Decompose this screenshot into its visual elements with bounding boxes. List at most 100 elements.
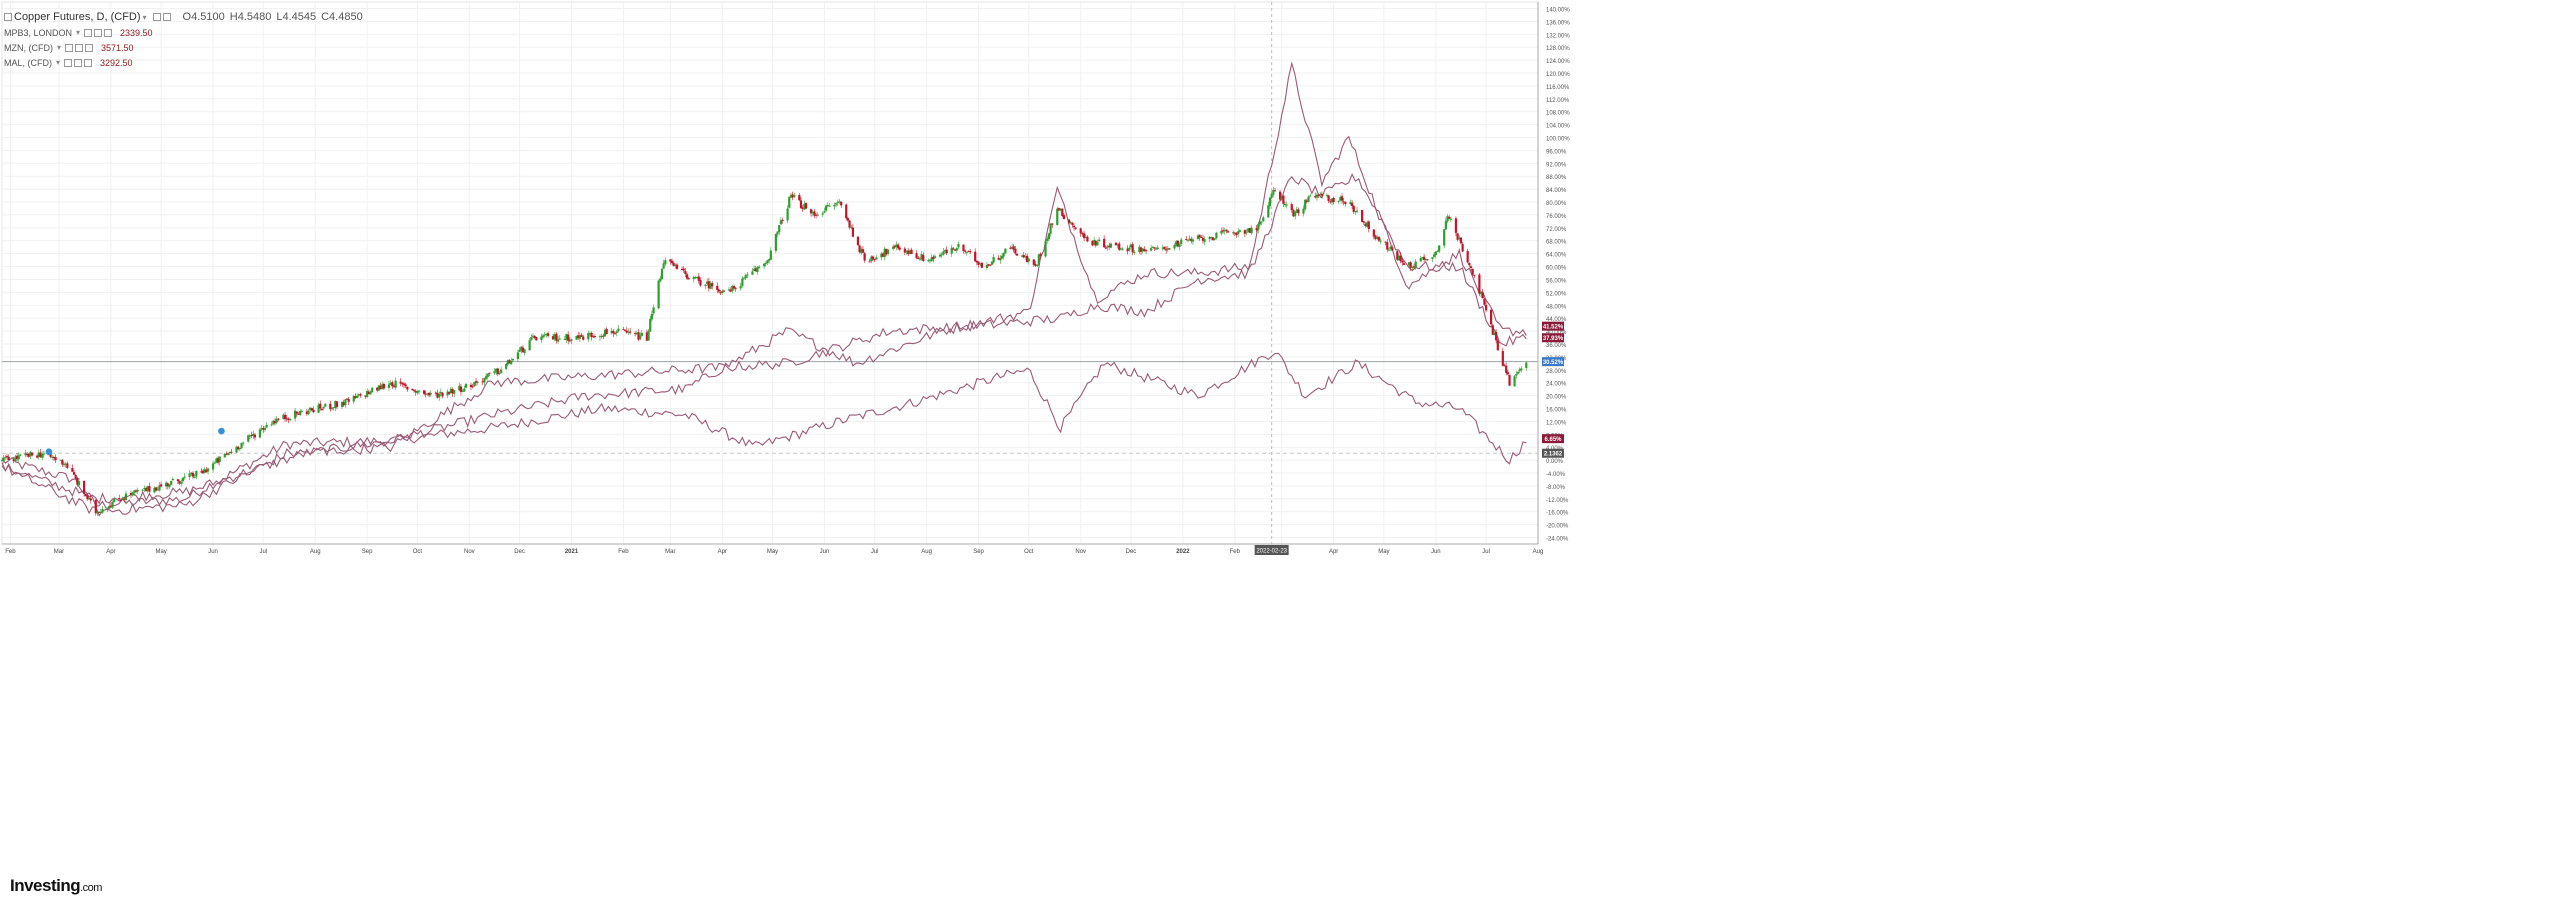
candle-body: [354, 396, 357, 399]
candle-body: [1009, 247, 1012, 249]
candle-body: [305, 411, 308, 415]
candle-body: [228, 452, 231, 454]
y-tick-label: 72.00%: [1546, 227, 1567, 233]
candle-body: [722, 290, 726, 292]
remove-icon[interactable]: [84, 58, 93, 67]
candle-body: [1458, 237, 1461, 240]
candle-body: [324, 403, 327, 407]
axes: 140.00% 136.00% 132.00% 128.00% 124.00% 120.0…: [2, 2, 1570, 555]
candle-body: [734, 287, 737, 289]
chevron-down-icon[interactable]: ▾: [142, 12, 147, 22]
candle-body: [826, 204, 829, 206]
candle-body: [634, 333, 637, 335]
candle-body: [863, 253, 866, 261]
candle-body: [476, 381, 479, 383]
candle-body: [600, 336, 603, 338]
candle-body: [898, 247, 901, 250]
candle-body: [851, 227, 855, 237]
candle-body: [1243, 230, 1246, 234]
candle-body: [134, 490, 138, 492]
hide-icon[interactable]: [74, 58, 83, 67]
candle-body: [1051, 223, 1054, 225]
candle-body: [523, 349, 526, 353]
candle-body: [1098, 239, 1101, 242]
settings-icon[interactable]: [84, 28, 93, 37]
candle-body: [1126, 248, 1129, 252]
candle-body: [481, 381, 484, 383]
settings-icon[interactable]: [65, 43, 74, 52]
chevron-down-icon[interactable]: ▾: [56, 58, 61, 67]
candle-body: [166, 483, 169, 487]
candle-body: [716, 285, 719, 290]
candle-body: [908, 250, 911, 255]
hide-icon[interactable]: [94, 28, 103, 37]
candle-body: [1317, 195, 1320, 197]
legend-compare-row[interactable]: MPB3, LONDON ▾ 2339.50: [4, 25, 363, 40]
candle-body: [1454, 218, 1458, 233]
candle-body: [541, 335, 545, 338]
candle-body: [758, 266, 761, 268]
candle-body: [1056, 208, 1059, 225]
candle-body: [367, 391, 370, 394]
candle-body: [985, 264, 989, 269]
candle-body: [1456, 233, 1459, 240]
candle-body: [1372, 229, 1375, 237]
remove-icon[interactable]: [85, 43, 94, 52]
candle-body: [711, 283, 714, 287]
candle-body: [277, 418, 280, 420]
x-tick-label: Sep: [362, 549, 373, 555]
candle-body: [553, 334, 556, 340]
candle-body: [1479, 293, 1483, 295]
chevron-down-icon[interactable]: ▾: [57, 43, 62, 52]
candle-body: [4, 456, 7, 458]
candle-body: [1376, 237, 1379, 239]
x-tick-label: Mar: [665, 549, 675, 555]
candle-body: [406, 386, 409, 390]
price-badge-label: 6.65%: [1544, 437, 1562, 443]
candle-body: [344, 399, 347, 406]
chevron-down-icon[interactable]: ▾: [76, 28, 81, 37]
candle-body: [1106, 246, 1109, 248]
candle-body: [1272, 190, 1275, 195]
candle-body: [1444, 220, 1447, 230]
candle-body: [617, 328, 620, 332]
y-tick-label: 84.00%: [1546, 188, 1567, 194]
candle-body: [593, 336, 597, 338]
y-tick-label: -20.00%: [1546, 524, 1569, 530]
investing-logo[interactable]: Investing.com: [10, 876, 102, 896]
x-tick-label: Nov: [464, 549, 475, 555]
collapse-icon[interactable]: [4, 13, 12, 21]
candle-body: [1481, 292, 1484, 299]
hide-icon[interactable]: [162, 13, 171, 21]
candle-body: [258, 429, 262, 438]
candle-body: [1024, 256, 1027, 258]
candle-body: [1307, 196, 1310, 202]
remove-icon[interactable]: [104, 28, 113, 37]
settings-icon[interactable]: [64, 58, 73, 67]
candle-body: [801, 207, 804, 209]
candle-body: [1384, 241, 1387, 243]
candle-body: [307, 410, 310, 415]
candle-body: [334, 400, 337, 409]
candle-body: [203, 469, 206, 473]
settings-icon[interactable]: [152, 13, 161, 21]
candle-body: [518, 349, 521, 352]
legend-main-row[interactable]: Copper Futures, D, (CFD) ▾ O4.5100 H4.54…: [4, 9, 363, 25]
candle-body: [453, 390, 456, 394]
candle-body: [51, 456, 54, 458]
candle-body: [950, 247, 953, 254]
candle-body: [357, 394, 360, 396]
candle-body: [1355, 210, 1359, 212]
candle-body: [496, 368, 499, 375]
candle-body: [464, 384, 468, 388]
candle-body: [577, 335, 580, 339]
candle-body: [739, 286, 742, 289]
candle-body: [506, 360, 509, 365]
legend-compare-row[interactable]: MAL, (CFD) ▾ 3292.50: [4, 55, 363, 70]
candle-body: [461, 390, 464, 392]
hide-icon[interactable]: [75, 43, 84, 52]
legend-compare-row[interactable]: MZN, (CFD) ▾ 3571.50: [4, 40, 363, 55]
candle-body: [141, 489, 144, 491]
